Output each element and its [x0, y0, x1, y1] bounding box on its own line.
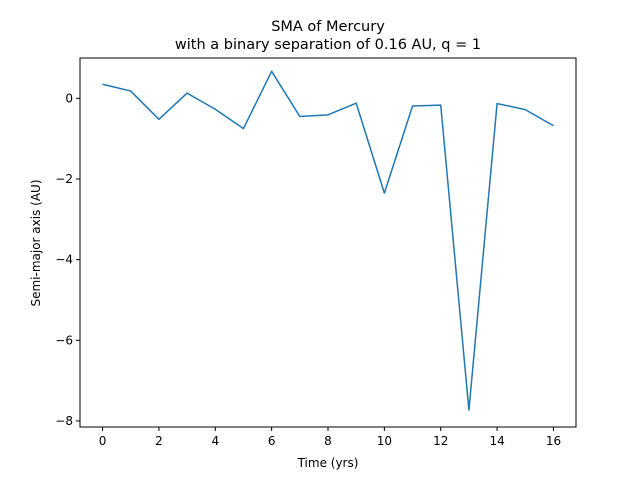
- chart-title-line1: SMA of Mercury: [271, 19, 385, 35]
- x-tick-label: 14: [489, 434, 504, 448]
- y-tick-label: −4: [55, 253, 73, 267]
- x-tick-label: 4: [211, 434, 219, 448]
- x-axis-label: Time (yrs): [297, 456, 359, 470]
- y-tick-label: −8: [55, 414, 73, 428]
- x-tick-label: 8: [324, 434, 332, 448]
- series-layer: [102, 70, 554, 411]
- y-tick-label: −2: [55, 172, 73, 186]
- x-tick-label: 16: [546, 434, 561, 448]
- y-axis-ticks: 0 −2 −4 −6 −8: [55, 91, 80, 428]
- x-axis-ticks: 0 2 4 6 8 10 12 14 16: [99, 427, 561, 448]
- plot-frame: [79, 57, 577, 428]
- y-tick-label: 0: [65, 91, 73, 105]
- x-tick-label: 2: [155, 434, 163, 448]
- chart-title-line2: with a binary separation of 0.16 AU, q =…: [175, 37, 481, 53]
- x-tick-label: 12: [433, 434, 448, 448]
- x-tick-label: 6: [268, 434, 276, 448]
- y-axis-label: Semi-major axis (AU): [29, 179, 43, 306]
- x-tick-label: 0: [99, 434, 107, 448]
- plot-area: 0 2 4 6 8 10 12 14 16 0 −2 −4 −6 −8: [55, 57, 577, 448]
- y-tick-label: −6: [55, 333, 73, 347]
- x-tick-label: 10: [377, 434, 392, 448]
